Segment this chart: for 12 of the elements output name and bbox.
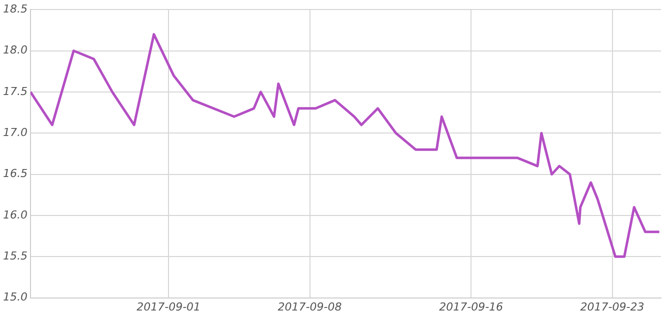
y-tick-label: 15.0 bbox=[2, 290, 28, 304]
y-tick-label: 18.5 bbox=[2, 2, 28, 16]
x-tick-label: 2017-09-16 bbox=[439, 300, 504, 314]
y-tick-label: 18.0 bbox=[2, 44, 28, 57]
y-tick-label: 17.5 bbox=[2, 84, 28, 98]
x-tick-label: 2017-09-23 bbox=[580, 300, 644, 314]
x-tick-label: 2017-09-08 bbox=[278, 300, 342, 314]
y-tick-label: 17.0 bbox=[2, 126, 28, 139]
y-tick-label: 16.5 bbox=[2, 167, 28, 180]
y-tick-label: 15.5 bbox=[2, 249, 28, 262]
x-tick-label: 2017-09-01 bbox=[136, 300, 201, 314]
y-tick-label: 16.0 bbox=[2, 208, 28, 222]
